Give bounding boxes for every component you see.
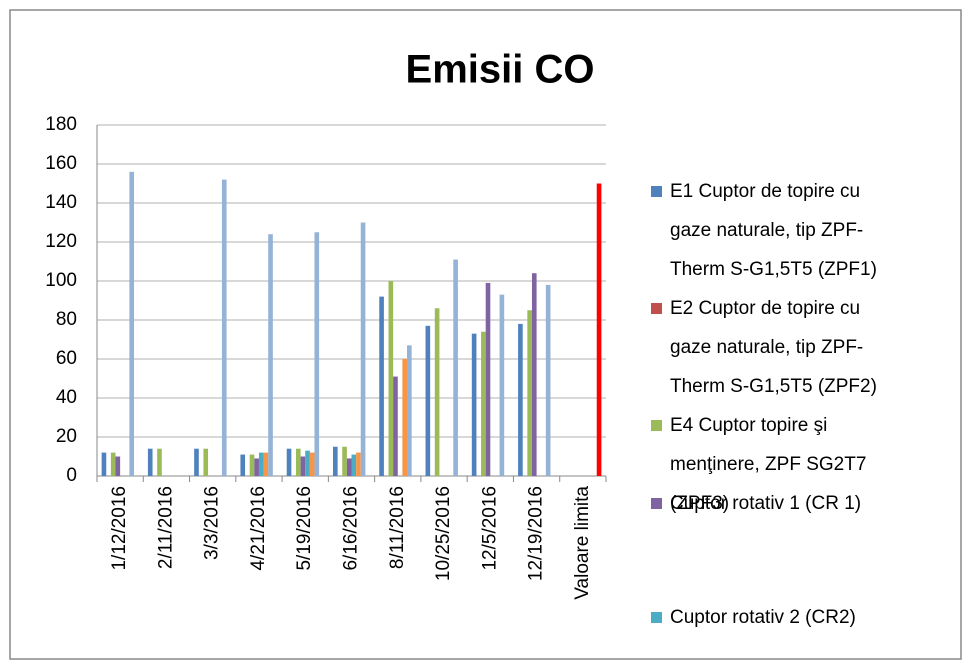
bar: [221, 179, 227, 476]
bar: [351, 454, 357, 476]
legend-swatch: [651, 420, 662, 431]
bar: [471, 333, 477, 476]
x-tick-label: 12/5/2016: [479, 486, 500, 571]
x-tick-label: 3/3/2016: [202, 486, 223, 560]
x-tick-label: 6/16/2016: [341, 486, 362, 571]
bar: [453, 259, 458, 476]
bar: [194, 448, 199, 476]
legend-swatch: [651, 498, 662, 509]
y-tick-label: 100: [45, 270, 77, 291]
x-tick-label: 5/19/2016: [294, 486, 315, 571]
y-tick-label: 160: [45, 153, 77, 174]
y-tick-label: 80: [56, 309, 77, 330]
y-tick-label: 40: [56, 387, 77, 408]
bar: [407, 345, 412, 476]
bar: [147, 448, 153, 476]
x-tick-label: 10/25/2016: [433, 486, 454, 581]
bar: [249, 454, 255, 476]
bar: [481, 331, 486, 476]
bar: [305, 450, 310, 476]
legend-label: Cuptor rotativ 1 (CR 1): [670, 493, 862, 514]
bar: [314, 232, 320, 476]
bar: [527, 310, 532, 476]
y-tick-label: 20: [56, 426, 77, 447]
y-tick-label: 120: [45, 231, 77, 252]
x-tick-label: Valoare limita: [572, 486, 593, 600]
y-tick-label: 140: [45, 192, 77, 213]
bar: [286, 448, 292, 476]
bar: [240, 454, 246, 476]
bar: [110, 452, 116, 476]
bar: [499, 294, 505, 476]
bar: [203, 448, 209, 476]
bar: [545, 284, 551, 476]
bar: [115, 456, 121, 476]
legend-swatch: [651, 186, 662, 197]
bar: [157, 448, 162, 476]
x-tick-label: 12/19/2016: [526, 486, 547, 581]
bar: [360, 222, 366, 476]
chart-title: Emisii CO: [406, 48, 595, 92]
x-tick-label: 2/11/2016: [155, 486, 176, 569]
bar: [129, 171, 135, 477]
bar: [342, 446, 347, 476]
bar: [434, 308, 440, 476]
y-tick-label: 60: [56, 348, 77, 369]
bar: [425, 325, 431, 476]
bar: [518, 323, 523, 476]
legend-label: Cuptor rotativ 2 (CR2): [670, 607, 856, 628]
y-tick-label: 0: [66, 465, 77, 486]
legend-swatch: [651, 303, 662, 314]
bar: [300, 456, 306, 476]
bar: [393, 376, 398, 476]
bar: [295, 448, 301, 476]
bar: [356, 452, 361, 476]
bar: [402, 359, 408, 476]
legend-swatch: [651, 612, 662, 623]
legend-label: E2 Cuptor de topire cu gaze naturale, ti…: [670, 298, 877, 397]
bar: [531, 273, 537, 476]
bar: [332, 446, 338, 476]
bar: [388, 281, 394, 476]
x-tick-label: 8/11/2016: [387, 486, 408, 569]
x-tick-label: 4/21/2016: [248, 486, 269, 571]
y-tick-label: 180: [45, 114, 77, 135]
bar: [379, 296, 384, 476]
bar: [258, 452, 264, 476]
bar: [263, 452, 269, 476]
bar: [101, 452, 107, 476]
legend-label: E1 Cuptor de topire cu gaze naturale, ti…: [670, 181, 877, 280]
bar: [596, 183, 602, 476]
legend-label: E4 Cuptor topire şi menţinere, ZPF SG2T7…: [670, 415, 867, 514]
bar: [268, 234, 273, 476]
bar: [309, 452, 315, 476]
x-tick-label: 1/12/2016: [109, 486, 130, 571]
bar: [485, 282, 491, 476]
bar: [254, 458, 259, 476]
bar: [346, 458, 352, 476]
